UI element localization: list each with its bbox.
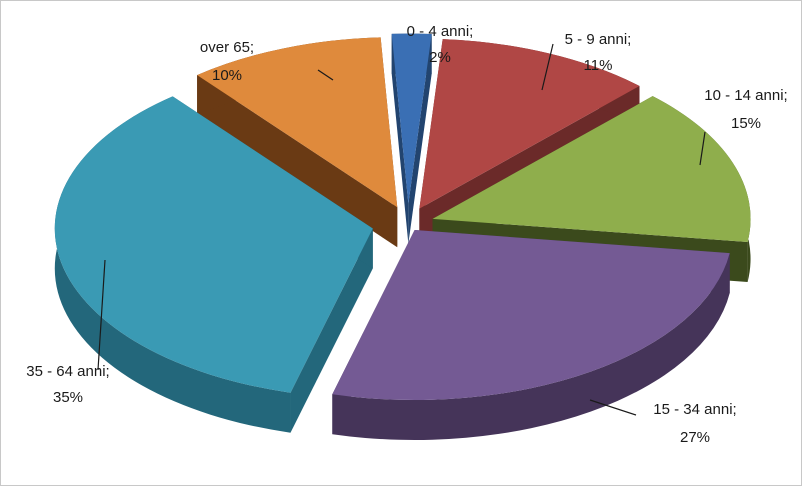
leader-line-10-14-anni bbox=[699, 131, 706, 166]
slice-edge-over-65-0 bbox=[197, 75, 398, 248]
slice-wall-35-64-anni bbox=[54, 96, 291, 433]
slice-edge-35-64-anni-0 bbox=[290, 228, 373, 433]
data-label-category-35-64-anni: 35 - 64 anni; bbox=[26, 363, 109, 380]
data-label-category-over-65: over 65; bbox=[200, 39, 254, 56]
leader-line-35-64-anni bbox=[97, 259, 106, 371]
slice-edge-0-4-anni-0 bbox=[391, 33, 409, 244]
data-label-category-0-4-anni: 0 - 4 anni; bbox=[407, 23, 474, 40]
slice-edge-0-4-anni-1 bbox=[408, 34, 432, 244]
pie-slice-5-9-anni bbox=[419, 39, 640, 209]
data-label-category-15-34-anni: 15 - 34 anni; bbox=[653, 401, 736, 418]
pie-slice-10-14-anni bbox=[432, 96, 751, 242]
data-label-percent-0-4-anni: 2% bbox=[429, 49, 451, 66]
data-label-percent-5-9-anni: 11% bbox=[584, 57, 613, 74]
leader-line-5-9-anni bbox=[541, 43, 554, 91]
pie-slice-over-65 bbox=[197, 37, 398, 208]
pie-slice-35-64-anni bbox=[54, 96, 373, 393]
leader-line-15-34-anni bbox=[589, 399, 637, 416]
slice-wall-15-34-anni bbox=[332, 253, 730, 440]
leader-line-over-65 bbox=[317, 69, 334, 81]
data-label-category-5-9-anni: 5 - 9 anni; bbox=[565, 31, 632, 48]
data-label-category-10-14-anni: 10 - 14 anni; bbox=[704, 87, 787, 104]
data-label-percent-10-14-anni: 15% bbox=[731, 115, 761, 132]
data-label-percent-15-34-anni: 27% bbox=[680, 429, 710, 446]
data-label-percent-35-64-anni: 35% bbox=[53, 389, 83, 406]
pie-slice-0-4-anni bbox=[391, 33, 432, 204]
data-label-percent-over-65: 10% bbox=[212, 67, 242, 84]
pie-slice-15-34-anni bbox=[332, 229, 730, 400]
